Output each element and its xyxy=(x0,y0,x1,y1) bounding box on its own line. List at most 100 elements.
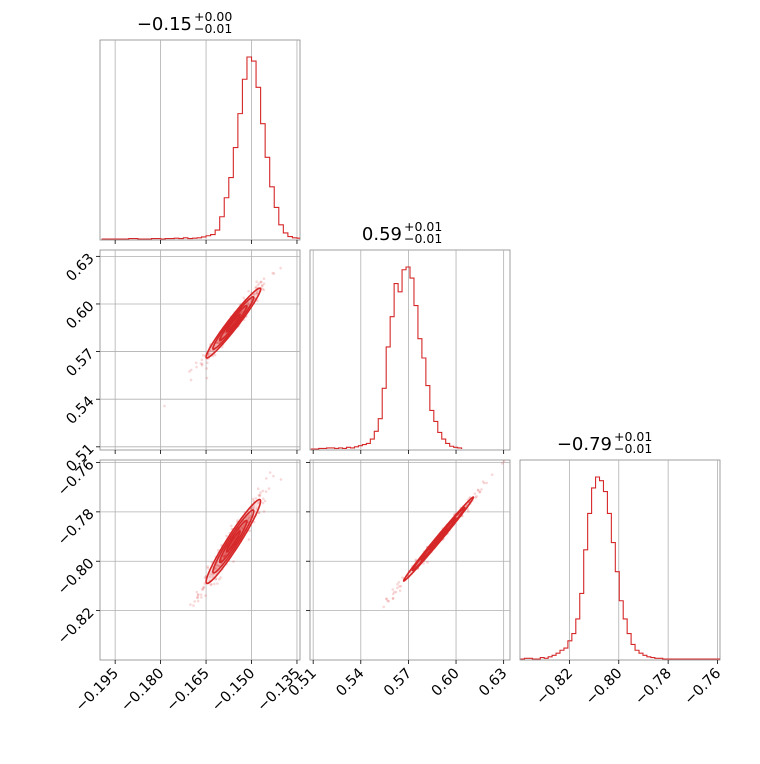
title-value: −0.15 xyxy=(137,14,192,35)
histogram-line xyxy=(101,56,300,240)
sample-point xyxy=(391,588,395,591)
sample-point xyxy=(217,564,221,567)
sample-point xyxy=(247,538,251,541)
sample-point xyxy=(480,488,483,491)
sample-point xyxy=(414,558,418,562)
sample-point xyxy=(248,529,252,532)
sample-point xyxy=(476,489,480,492)
sample-point xyxy=(201,353,205,357)
y-tick-label: 0.63 xyxy=(64,251,98,285)
sample-point xyxy=(211,573,214,576)
sample-point xyxy=(225,534,228,538)
title-value: 0.59 xyxy=(362,224,402,245)
sample-point xyxy=(210,349,213,352)
scatter-content xyxy=(382,456,506,609)
x-tick-label: 0.54 xyxy=(333,666,367,700)
sample-point xyxy=(262,288,266,292)
panel-frame xyxy=(519,459,721,661)
x-tick-label: −0.180 xyxy=(118,666,167,715)
sample-point xyxy=(476,488,480,492)
sample-point xyxy=(257,282,261,285)
sample-point xyxy=(254,285,258,289)
sample-point xyxy=(394,590,398,594)
sample-point xyxy=(200,364,204,367)
sample-point xyxy=(188,370,191,373)
sample-point xyxy=(467,510,470,513)
sample-point xyxy=(258,493,262,497)
histogram-panel-2 xyxy=(519,459,721,664)
sample-point xyxy=(208,575,212,578)
sample-point xyxy=(256,284,260,287)
sample-point xyxy=(222,555,226,558)
sample-point xyxy=(401,576,404,579)
sample-point xyxy=(217,548,220,552)
sample-point xyxy=(260,284,264,288)
x-tick-label: −0.150 xyxy=(209,666,258,715)
histogram-panel-0 xyxy=(99,39,301,244)
sample-point xyxy=(200,358,204,362)
panel-frame xyxy=(309,249,511,451)
sample-point xyxy=(209,572,212,576)
sample-point xyxy=(387,599,391,603)
sample-point xyxy=(213,353,217,357)
sample-point xyxy=(204,594,207,597)
scatter-panel-0-1 xyxy=(96,249,301,454)
sample-point xyxy=(196,593,200,596)
title-lower-error: −0.01 xyxy=(194,21,232,36)
sample-point xyxy=(393,590,396,594)
sample-point xyxy=(261,287,264,291)
sample-point xyxy=(206,567,210,570)
sample-point xyxy=(503,456,506,459)
sample-point xyxy=(261,489,265,493)
sample-point xyxy=(203,582,206,585)
sample-point xyxy=(262,282,266,286)
sample-point xyxy=(272,474,275,478)
sample-point xyxy=(241,526,244,530)
histogram-line xyxy=(310,266,463,450)
sample-point xyxy=(213,567,217,571)
sample-point xyxy=(217,341,221,344)
sample-point xyxy=(478,490,482,494)
sample-point xyxy=(213,582,216,586)
sample-point xyxy=(215,341,219,345)
sample-point xyxy=(222,554,226,558)
sample-point xyxy=(214,578,217,581)
sample-point xyxy=(236,519,239,522)
panel-frame xyxy=(309,459,511,661)
sample-point xyxy=(258,494,262,498)
x-tick-label: −0.165 xyxy=(164,666,213,715)
scatter-content xyxy=(163,266,282,408)
sample-point xyxy=(206,565,209,568)
sample-point xyxy=(481,480,485,483)
sample-point xyxy=(398,589,402,592)
sample-point xyxy=(255,299,259,303)
sample-point xyxy=(262,497,265,501)
sample-point xyxy=(259,280,263,284)
x-tick-label: −0.78 xyxy=(632,666,675,709)
sample-point xyxy=(254,496,258,500)
sample-point xyxy=(218,577,221,581)
sample-point xyxy=(244,517,248,520)
sample-point xyxy=(262,277,266,281)
sample-point xyxy=(262,510,266,513)
sample-point xyxy=(200,362,204,366)
title-upper-error: +0.01 xyxy=(614,429,652,444)
sample-point xyxy=(252,499,255,503)
sample-point xyxy=(391,596,395,600)
y-tick-label: 0.60 xyxy=(64,298,98,332)
y-tick-label: 0.57 xyxy=(64,346,98,380)
title-lower-error: −0.01 xyxy=(404,231,442,246)
x-tick-label: −0.76 xyxy=(682,666,725,709)
sample-point xyxy=(259,280,263,284)
panel-title-0: −0.15 +0.00−0.01 xyxy=(137,9,233,36)
sample-point xyxy=(209,583,213,587)
sample-point xyxy=(279,478,283,481)
y-tick-label: −0.78 xyxy=(55,506,98,549)
sample-point xyxy=(257,493,261,497)
sample-point xyxy=(257,511,261,514)
sample-point xyxy=(267,487,271,490)
sample-point xyxy=(247,303,250,306)
sample-point xyxy=(256,487,260,490)
sample-point xyxy=(192,604,195,607)
